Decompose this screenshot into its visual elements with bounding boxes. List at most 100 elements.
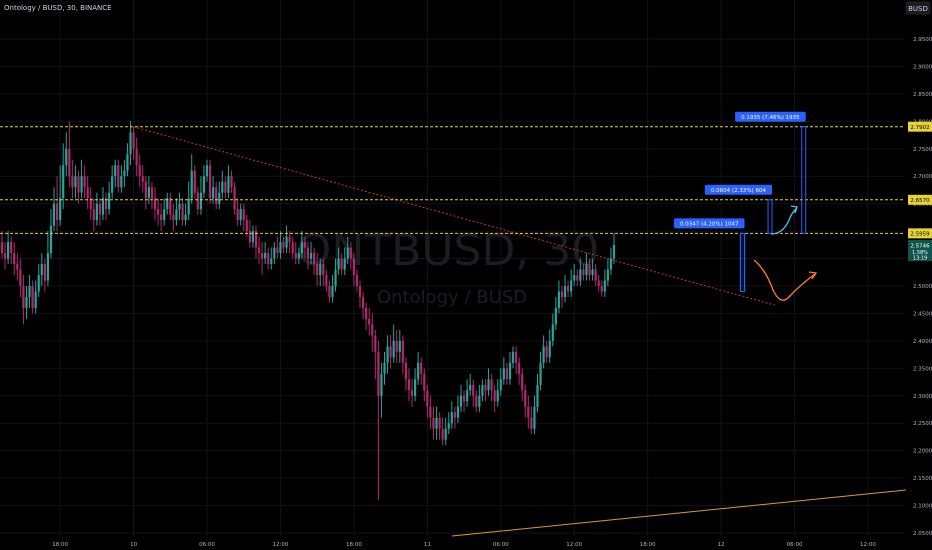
candle-body (417, 362, 420, 380)
candle-body (377, 351, 380, 396)
current-price-countdown: 13:19 (913, 256, 927, 262)
candle-body (508, 362, 512, 380)
candle-body (487, 379, 490, 391)
level-price-label: 2.7902 (910, 125, 929, 131)
projection-arrows[interactable] (753, 205, 818, 301)
candle-body (147, 187, 150, 199)
candle-body (469, 384, 472, 391)
price-tick-label: 2.3000 (913, 394, 932, 400)
candle-body (248, 231, 251, 243)
watermark-name: Ontology / BUSD (377, 287, 527, 308)
candle-body (83, 176, 86, 188)
candle-body (453, 412, 456, 418)
candle-body (138, 165, 141, 177)
candle-body (224, 181, 227, 193)
resistance-trendline[interactable] (133, 126, 776, 306)
candle-body (414, 379, 417, 396)
candle-body (101, 198, 105, 215)
candle-body (521, 373, 524, 391)
candle-body (576, 275, 579, 281)
candle-body (606, 269, 609, 281)
candle-body (499, 379, 502, 391)
candle-body (178, 203, 181, 210)
candle-body (236, 209, 239, 221)
arrow-projection-head (808, 271, 818, 280)
candle-body (74, 176, 77, 188)
price-tick-label: 2.3500 (913, 366, 932, 372)
candle-body (484, 384, 487, 391)
candle-body (481, 384, 484, 396)
candle-body (212, 187, 215, 199)
candle-body (542, 346, 545, 363)
price-tick-label: 2.1500 (913, 476, 932, 482)
candle-body (398, 340, 401, 352)
price-tick-label: 2.2500 (913, 421, 932, 427)
price-tick-label: 2.9500 (913, 37, 932, 43)
level-price-tag (908, 121, 932, 132)
candle-body (254, 231, 258, 248)
candle-body (582, 269, 585, 276)
candle-body (3, 253, 7, 259)
candle-body (37, 275, 40, 292)
candle-body (539, 362, 542, 385)
measure-label: 0.0347 (4.20%) 1047 (680, 222, 739, 228)
price-tick-label: 2.4500 (913, 311, 932, 317)
price-tick-label: 2.0500 (913, 531, 932, 537)
candle-body (407, 379, 411, 391)
candle-body (117, 165, 120, 188)
candle-body (325, 275, 328, 286)
candle-body (175, 209, 178, 221)
candle-body (401, 340, 404, 363)
candle-body (594, 269, 597, 281)
measure-box (740, 232, 746, 292)
candle-body (352, 258, 355, 276)
candle-body (10, 242, 13, 254)
candle-body (560, 291, 564, 297)
candle-body (120, 176, 123, 188)
candle-body (132, 132, 135, 149)
candle-body (355, 275, 359, 286)
candle-body (144, 181, 147, 199)
candle-body (92, 209, 95, 221)
candle-body (34, 291, 37, 308)
candle-body (0, 242, 4, 254)
candle-body (43, 264, 46, 281)
candle-body (478, 395, 481, 407)
currency-badge-label: BUSD (908, 5, 928, 13)
candle-body (251, 231, 255, 243)
measure-box (767, 199, 773, 234)
candle-body (202, 176, 206, 193)
time-axis[interactable]: 18:00 10 06:00 12:00 18:00 11 06:00 12:00 18:00 1… (52, 542, 876, 548)
candle-body (95, 203, 98, 221)
candle-body (349, 247, 352, 259)
price-levels (0, 126, 905, 234)
candle-body (270, 258, 273, 265)
candle-body (163, 209, 166, 221)
candle-body (386, 346, 389, 363)
candle-body (505, 368, 508, 380)
resistance-line (133, 126, 776, 306)
candle-body (169, 198, 172, 215)
candle-body (55, 203, 59, 221)
candle-body (279, 242, 282, 254)
candle-body (153, 198, 157, 210)
candle-body (557, 291, 561, 308)
price-tick-label: 2.7500 (913, 147, 932, 153)
candle-body (59, 198, 62, 221)
candle-body (395, 340, 398, 352)
support-trendline[interactable] (451, 489, 907, 537)
candle-body (383, 362, 386, 374)
measurement-tools[interactable]: 0.0347 (4.20%) 1047 0.0604 (2.33%) 604 0.1… (673, 111, 807, 292)
candle-body (150, 187, 154, 199)
price-axis[interactable]: 2.95002.90002.85002.80002.75002.70002.65… (908, 37, 932, 537)
candle-body (472, 384, 475, 396)
candle-body (13, 253, 16, 265)
candles (0, 121, 616, 501)
candle-body (371, 324, 374, 336)
time-tick-label: 11 (424, 542, 431, 548)
candle-body (7, 242, 10, 259)
time-tick-label: 12 (718, 542, 725, 548)
time-tick-label: 18:00 (346, 542, 362, 548)
candle-body (160, 214, 163, 221)
